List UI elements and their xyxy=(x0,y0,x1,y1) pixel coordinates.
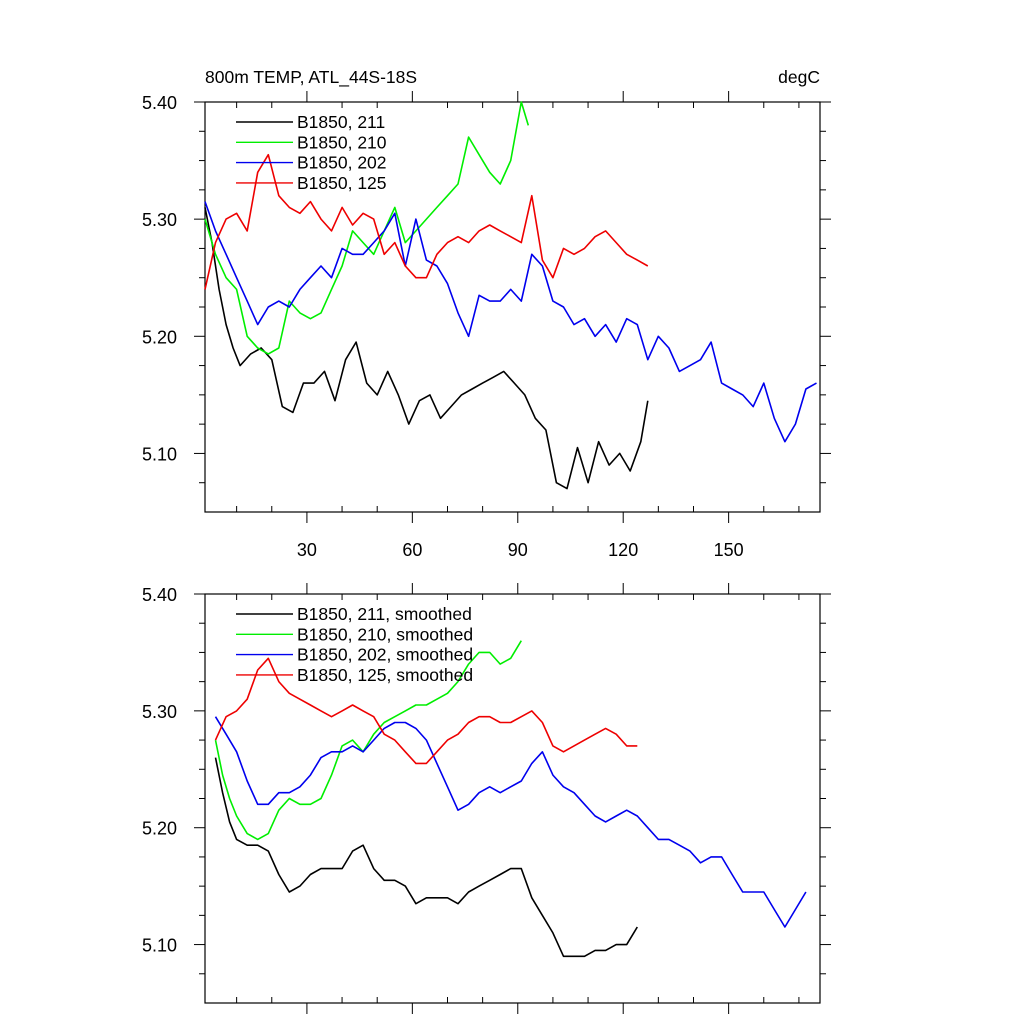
series-line-4 xyxy=(204,153,649,290)
series-line-4 xyxy=(214,657,638,765)
legend-label-4: B1850, 125, smoothed xyxy=(297,665,473,685)
y-tick-label: 5.20 xyxy=(142,819,177,839)
x-tick-label: 90 xyxy=(508,540,528,560)
legend-label-3: B1850, 202 xyxy=(297,153,387,173)
chart-title: 800m TEMP, ATL_44S-18S xyxy=(205,67,417,88)
y-tick-label: 5.40 xyxy=(142,93,177,113)
y-tick-label: 5.30 xyxy=(142,702,177,722)
series-line-3 xyxy=(204,201,817,443)
series-line-3 xyxy=(214,716,807,928)
x-tick-label: 60 xyxy=(402,540,422,560)
x-tick-label: 30 xyxy=(297,540,317,560)
y-tick-label: 5.20 xyxy=(142,327,177,347)
legend-label-3: B1850, 202, smoothed xyxy=(297,645,473,665)
y-tick-label: 5.10 xyxy=(142,936,177,956)
series-line-1 xyxy=(214,757,638,958)
legend-label-1: B1850, 211 xyxy=(297,112,385,132)
x-tick-label: 150 xyxy=(714,540,744,560)
legend-label-2: B1850, 210, smoothed xyxy=(297,624,473,644)
y-tick-label: 5.30 xyxy=(142,210,177,230)
x-tick-label: 120 xyxy=(608,540,638,560)
y-tick-label: 5.40 xyxy=(142,585,177,605)
legend-label-1: B1850, 211, smoothed xyxy=(297,604,472,624)
units-label: degC xyxy=(778,67,820,87)
legend-label-4: B1850, 125 xyxy=(297,173,387,193)
legend-label-2: B1850, 210 xyxy=(297,132,387,152)
y-tick-label: 5.10 xyxy=(142,444,177,464)
